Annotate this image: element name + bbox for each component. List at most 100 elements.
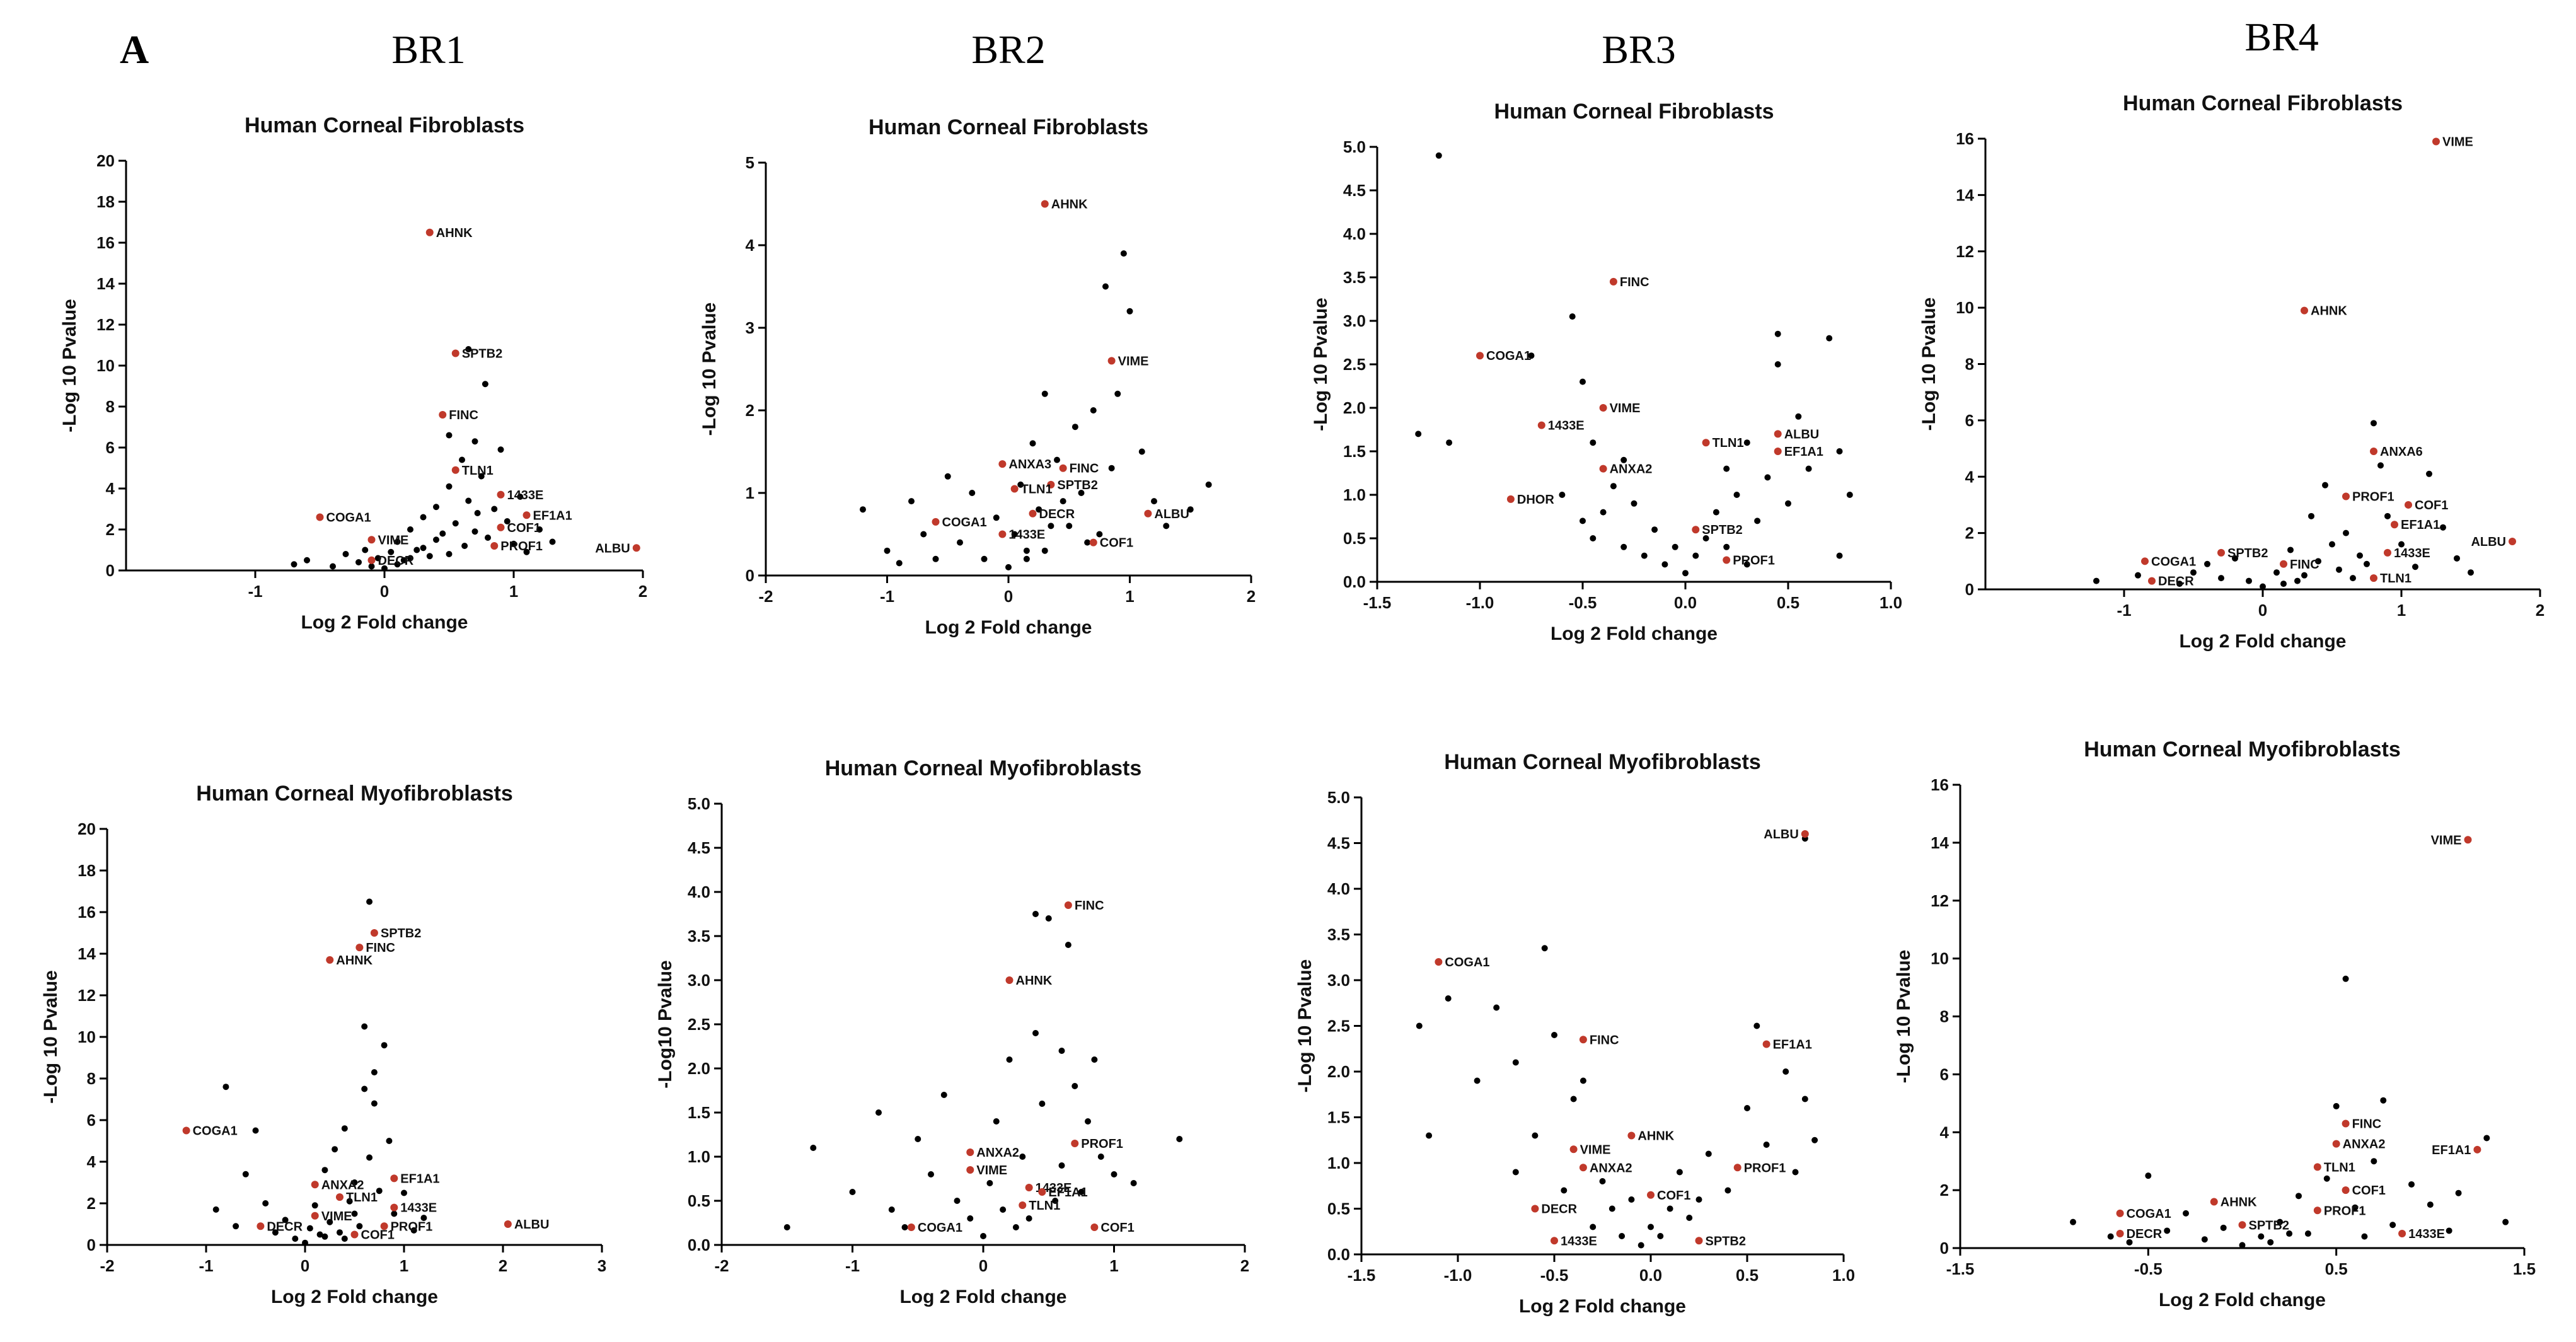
data-point — [1590, 1223, 1597, 1230]
data-point — [407, 526, 413, 533]
protein-label: COF1 — [361, 1229, 395, 1242]
data-point — [2323, 1175, 2330, 1182]
y-tick-label: 0.5 — [688, 1191, 710, 1210]
data-point — [2258, 1233, 2265, 1240]
data-point — [1782, 1068, 1789, 1075]
protein-label: PROF1 — [2324, 1204, 2366, 1218]
data-point — [2220, 1224, 2227, 1231]
y-tick-label: 14 — [1931, 833, 1949, 852]
volcano-plot-7: Human Corneal Myofibroblasts 0.0 0.5 1.0 1.5… — [1295, 750, 1855, 1317]
data-point — [1610, 483, 1617, 490]
y-tick-label: 4.5 — [1343, 181, 1366, 200]
data-point — [497, 446, 504, 453]
data-point — [1045, 915, 1052, 922]
protein-label: FINC — [1620, 275, 1649, 289]
protein-label: ANXA3 — [1008, 458, 1051, 471]
y-tick-label: 20 — [96, 151, 115, 170]
protein-label: TLN1 — [1029, 1199, 1060, 1213]
protein-label: PROF1 — [500, 540, 543, 553]
protein-point-albu — [632, 544, 640, 552]
protein-point-sptb2 — [1692, 526, 1700, 534]
panel-label: A — [120, 27, 149, 72]
x-tick-label: -1.0 — [1466, 593, 1494, 612]
data-point — [1561, 1187, 1568, 1194]
y-axis-label: -Log 10 Pvalue — [1295, 959, 1315, 1093]
data-point — [2287, 547, 2294, 553]
data-point — [1580, 518, 1586, 524]
data-point — [1039, 1101, 1046, 1107]
data-point — [954, 1198, 961, 1204]
data-point — [212, 1206, 219, 1213]
data-point — [1600, 509, 1607, 516]
x-tick-label: 2 — [2536, 601, 2544, 620]
protein-point-coga1 — [907, 1223, 915, 1231]
data-point — [2427, 1201, 2434, 1208]
chart-title: Human Corneal Fibroblasts — [2123, 91, 2403, 115]
y-tick-label: 3.0 — [688, 971, 710, 990]
data-point — [944, 473, 951, 480]
data-point — [304, 557, 310, 564]
protein-point-prof1 — [2313, 1206, 2321, 1215]
x-axis-label: Log 2 Fold change — [925, 617, 1092, 638]
data-point — [420, 1215, 427, 1222]
protein-point-anxa2 — [1579, 1164, 1587, 1172]
data-point — [366, 1154, 373, 1161]
data-point — [388, 548, 395, 555]
data-point — [1512, 1059, 1519, 1066]
protein-label: FINC — [2290, 558, 2319, 572]
data-point — [326, 1218, 333, 1225]
x-tick-label: 1 — [509, 582, 518, 601]
protein-point-vime — [1107, 357, 1116, 365]
data-point — [332, 1146, 338, 1153]
data-point — [1528, 352, 1535, 359]
data-point — [1705, 1150, 1712, 1157]
data-point — [2446, 1227, 2452, 1234]
data-point — [1657, 1233, 1664, 1239]
protein-point-ahnk — [326, 956, 334, 964]
x-tick-label: 0.0 — [1674, 593, 1697, 612]
y-tick-label: 2.0 — [1327, 1062, 1350, 1081]
y-tick-label: 1.5 — [1327, 1108, 1350, 1127]
y-tick-label: 14 — [78, 944, 96, 963]
data-point — [1801, 1096, 1808, 1102]
y-tick-label: 2.0 — [688, 1059, 710, 1078]
protein-point-finc — [1609, 277, 1617, 286]
data-point — [1599, 1178, 1606, 1184]
data-point — [549, 538, 556, 545]
protein-point-cof1 — [2405, 500, 2412, 509]
y-tick-label: 8 — [1965, 355, 1974, 374]
protein-label: FINC — [366, 941, 395, 955]
data-point — [321, 1167, 328, 1174]
data-point — [810, 1145, 817, 1151]
protein-point-1433e — [2398, 1230, 2406, 1238]
y-tick-label: 0 — [1940, 1239, 1949, 1258]
y-axis-label: -Log 10 Pvalue — [59, 299, 80, 432]
protein-point-decr — [2148, 577, 2156, 585]
y-tick-label: 3.0 — [1343, 311, 1366, 330]
protein-point-ahnk — [2210, 1198, 2218, 1206]
x-tick-label: -2 — [758, 587, 773, 606]
y-tick-label: 4.5 — [688, 838, 710, 857]
y-axis-label: -Log 10 Pvalue — [699, 303, 720, 436]
data-point — [433, 536, 439, 543]
protein-label: SPTB2 — [1702, 523, 1742, 537]
protein-label: VIME — [1610, 402, 1641, 415]
protein-point-ef1a1 — [523, 511, 531, 519]
x-tick-label: 0.5 — [1777, 593, 1799, 612]
data-point — [1795, 413, 1802, 420]
protein-label: EF1A1 — [1773, 1038, 1812, 1052]
data-point — [1445, 995, 1452, 1002]
y-tick-label: 16 — [78, 903, 96, 922]
data-point — [875, 1109, 882, 1116]
protein-label: SPTB2 — [2249, 1218, 2289, 1232]
data-point — [1029, 440, 1036, 447]
data-point — [471, 438, 478, 445]
data-point — [2343, 529, 2349, 536]
data-point — [446, 551, 453, 557]
data-point — [491, 506, 498, 512]
protein-point-prof1 — [1071, 1140, 1079, 1147]
data-point — [2384, 512, 2391, 519]
data-point — [969, 490, 976, 496]
protein-point-sptb2 — [2238, 1221, 2246, 1229]
protein-label: TLN1 — [1713, 436, 1744, 450]
